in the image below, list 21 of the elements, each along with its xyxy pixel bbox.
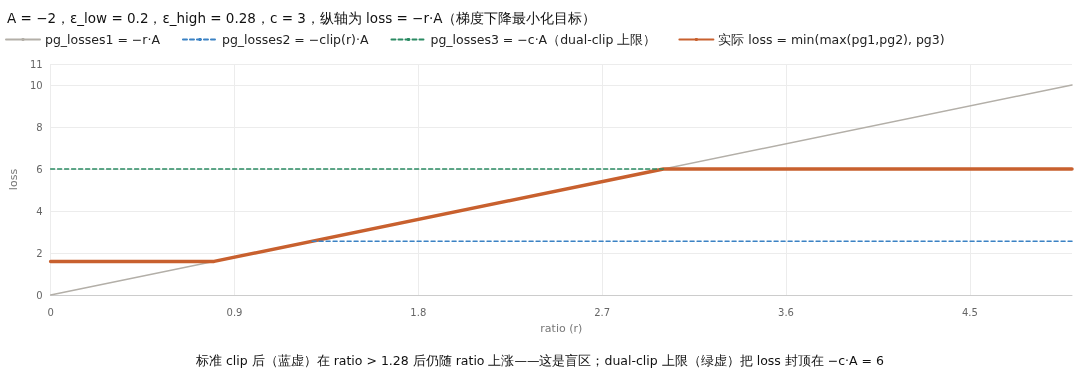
legend-label: 实际 loss = min(max(pg1,pg2), pg3) [718, 32, 945, 47]
legend-label: pg_losses1 = −r·A [45, 32, 161, 47]
x-tick-label: 2.7 [594, 306, 611, 318]
x-tick-label: 0 [47, 306, 54, 318]
x-tick-label: 3.6 [778, 306, 794, 318]
chart-title: A = −2，ε_low = 0.2，ε_high = 0.28，c = 3，纵轴为 loss = −r·A（梯度下降最小化目标） [7, 10, 597, 26]
x-tick-label: 1.8 [410, 306, 427, 318]
x-axis-title: ratio (r) [540, 322, 583, 335]
legend-label: pg_losses2 = −clip(r)·A [221, 32, 369, 47]
y-tick-label: 0 [36, 289, 43, 301]
y-axis-title: loss [7, 168, 20, 191]
y-tick-label: 8 [36, 121, 43, 133]
text: 标准 clip 后（蓝虚）在 ratio > 1.28 后仍随 ratio 上涨——这是盲区；dual-clip 上限（绿虚）把 loss 封顶在 −c·A = 6 [194, 353, 885, 368]
y-tick-label: 11 [29, 58, 43, 70]
y-tick-label: 2 [36, 247, 43, 259]
y-tick-label: 6 [36, 163, 43, 175]
x-tick-label: 4.5 [961, 306, 978, 318]
y-tick-label: 4 [36, 205, 43, 217]
legend-label: pg_losses3 = −c·A（dual-clip 上限） [430, 32, 657, 47]
x-tick-label: 0.9 [226, 306, 243, 318]
y-tick-label: 10 [29, 79, 43, 91]
